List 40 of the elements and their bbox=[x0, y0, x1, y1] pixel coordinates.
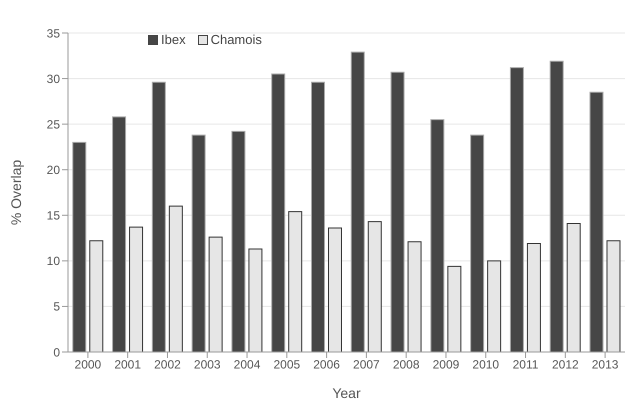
x-tick-label: 2010 bbox=[472, 358, 500, 372]
x-tick-label: 2007 bbox=[353, 358, 380, 372]
bar bbox=[192, 134, 206, 352]
y-tick-label: 30 bbox=[46, 72, 60, 86]
x-tick-label: 2009 bbox=[432, 358, 460, 372]
bar bbox=[152, 82, 166, 352]
x-tick-label: 2002 bbox=[154, 358, 182, 372]
bar bbox=[470, 134, 484, 352]
y-tick-label: 25 bbox=[46, 117, 60, 132]
x-tick-label: 2012 bbox=[552, 358, 579, 372]
y-tick-label: 0 bbox=[53, 345, 60, 360]
x-tick-label: 2011 bbox=[512, 358, 539, 372]
bar bbox=[271, 74, 286, 352]
bar bbox=[550, 60, 564, 352]
x-tick-label: 2008 bbox=[392, 358, 420, 372]
y-axis-title: % Overlap bbox=[8, 160, 24, 226]
legend-label: Chamois bbox=[210, 32, 262, 47]
x-tick-label: 2004 bbox=[234, 358, 261, 372]
x-tick-label: 2013 bbox=[592, 358, 619, 372]
bar bbox=[430, 119, 444, 352]
y-tick-label: 10 bbox=[46, 254, 60, 268]
bar bbox=[310, 82, 325, 352]
bar bbox=[112, 116, 126, 352]
y-tick-label: 20 bbox=[46, 162, 60, 177]
x-tick-label: 2000 bbox=[74, 358, 102, 372]
bar bbox=[589, 92, 604, 352]
x-tick-label: 2001 bbox=[114, 358, 142, 372]
bar bbox=[510, 67, 524, 352]
bar bbox=[390, 72, 405, 352]
y-tick-label: 35 bbox=[46, 26, 60, 40]
x-tick-label: 2005 bbox=[273, 358, 300, 372]
y-tick-label: 15 bbox=[46, 208, 60, 223]
x-tick-label: 2003 bbox=[194, 358, 221, 372]
y-tick-label: 5 bbox=[53, 300, 60, 314]
x-axis-title: Year bbox=[332, 384, 361, 401]
bar bbox=[72, 142, 86, 352]
legend-label: Ibex bbox=[161, 32, 186, 47]
x-tick-label: 2006 bbox=[313, 358, 340, 372]
bar bbox=[231, 130, 246, 352]
bar bbox=[350, 52, 365, 352]
